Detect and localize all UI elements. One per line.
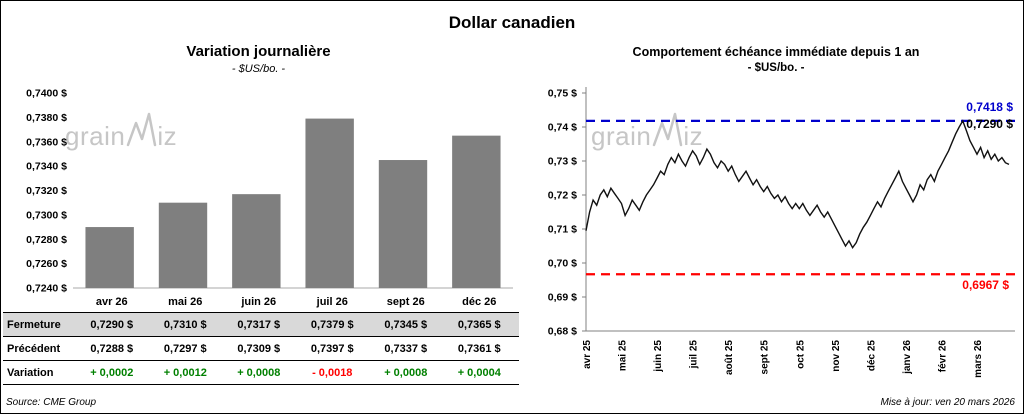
y-tick-label: 0,71 $ xyxy=(548,224,577,236)
price-line xyxy=(585,119,1010,250)
category-label: déc 26 xyxy=(462,296,497,308)
x-tick-label: juin 25 xyxy=(653,340,664,373)
y-tick-label: 0,7240 $ xyxy=(26,283,67,295)
x-tick-label: avr 25 xyxy=(582,340,593,369)
update-date: Mise à jour: ven 20 mars 2026 xyxy=(880,397,1015,408)
table-cell: + 0,0002 xyxy=(90,366,134,379)
watermark-text-before: grain xyxy=(591,121,652,151)
line-chart: 0,68 $ 0,69 $ 0,70 $ 0,71 $ 0,72 $ 0,73 $ 0,74… xyxy=(548,87,1015,378)
row-label: Fermeture xyxy=(7,318,61,331)
table-cell: 0,7379 $ xyxy=(310,318,354,331)
table-cell: 0,7397 $ xyxy=(310,342,354,355)
table-cell: 0,7309 $ xyxy=(237,342,281,355)
table-row-variation: Variation + 0,0002 + 0,0012 + 0,0008 - 0,001… xyxy=(3,361,519,385)
table-row-previous: Précédent 0,7288 $ 0,7297 $ 0,7309 $ 0,7397 … xyxy=(3,337,519,361)
table-cell: + 0,0012 xyxy=(163,366,207,379)
watermark-text-after: iz xyxy=(683,121,704,151)
table-cell: 0,7317 $ xyxy=(237,318,281,331)
category-label: juin 26 xyxy=(241,296,277,308)
x-tick-label: nov 25 xyxy=(831,340,842,372)
y-tick-label: 0,73 $ xyxy=(548,156,577,168)
y-tick-label: 0,74 $ xyxy=(548,122,577,134)
watermark-zigzag-icon xyxy=(127,112,157,147)
min-value-label: 0,6967 $ xyxy=(962,278,1009,292)
watermark-text-before: grain xyxy=(65,121,126,151)
x-tick-label: déc 25 xyxy=(866,340,877,372)
x-tick-label: févr 26 xyxy=(937,340,948,373)
table-cell: 0,7297 $ xyxy=(163,342,207,355)
y-tick-label: 0,7400 $ xyxy=(26,88,67,100)
table-cell: 0,7337 $ xyxy=(384,342,428,355)
table-cell: 0,7288 $ xyxy=(90,342,134,355)
category-label: mai 26 xyxy=(168,296,203,308)
table-row-close: Fermeture 0,7290 $ 0,7310 $ 0,7317 $ 0,7379 … xyxy=(3,312,519,337)
left-chart-subtitle: - $US/bo. - xyxy=(231,63,286,75)
category-label: avr 26 xyxy=(95,296,128,308)
y-tick-label: 0,72 $ xyxy=(548,190,577,202)
table-header-row: avr 26 mai 26 juin 26 juil 26 sept 26 déc 26 xyxy=(3,292,519,312)
last-value-label: 0,7290 $ xyxy=(966,117,1013,131)
source-note: Source: CME Group xyxy=(6,397,97,408)
x-tick-label: août 25 xyxy=(724,340,735,375)
x-tick-label: mai 25 xyxy=(618,340,629,372)
bar xyxy=(85,227,134,288)
table-cell: 0,7345 $ xyxy=(384,318,428,331)
x-tick-label: oct 25 xyxy=(795,340,806,369)
table-cell: 0,7290 $ xyxy=(90,318,134,331)
x-tick-label: juil 25 xyxy=(689,340,700,370)
x-tick-label: janv 26 xyxy=(902,340,913,375)
right-chart-title: Comportement échéance immédiate depuis 1… xyxy=(632,45,920,59)
row-label: Précédent xyxy=(7,342,61,355)
y-tick-label: 0,7260 $ xyxy=(26,258,67,270)
watermark-right: grain iz xyxy=(591,111,703,149)
y-tick-label: 0,7360 $ xyxy=(26,136,67,148)
right-chart-subtitle: - $US/bo. - xyxy=(747,62,805,74)
y-tick-label: 0,7300 $ xyxy=(26,209,67,221)
y-tick-label: 0,7280 $ xyxy=(26,234,67,246)
category-label: juil 26 xyxy=(316,296,348,308)
bar xyxy=(232,194,281,288)
bar xyxy=(452,135,501,288)
table-cell: + 0,0008 xyxy=(384,366,428,379)
y-tick-label: 0,70 $ xyxy=(548,258,577,270)
y-tick-label: 0,7380 $ xyxy=(26,112,67,124)
watermark-text-after: iz xyxy=(157,121,178,151)
row-label: Variation xyxy=(7,366,54,379)
y-tick-label: 0,7340 $ xyxy=(26,161,67,173)
bar-chart: 0,7240 $ 0,7260 $ 0,7280 $ 0,7300 $ 0,7320 $… xyxy=(26,88,513,295)
x-tick-label: sept 25 xyxy=(760,340,771,375)
page-title: Dollar canadien xyxy=(448,13,576,32)
y-tick-label: 0,68 $ xyxy=(548,326,577,338)
table-cell: + 0,0008 xyxy=(237,366,281,379)
y-tick-label: 0,75 $ xyxy=(548,88,577,100)
table-cell: + 0,0004 xyxy=(457,366,501,379)
bar xyxy=(158,202,208,288)
table-cell: 0,7310 $ xyxy=(163,318,207,331)
table-cell: 0,7365 $ xyxy=(457,318,501,331)
x-tick-label: mars 26 xyxy=(973,340,984,378)
bar xyxy=(305,118,354,288)
price-table: avr 26 mai 26 juin 26 juil 26 sept 26 déc 26 F… xyxy=(3,292,519,385)
y-tick-label: 0,69 $ xyxy=(548,292,577,304)
y-tick-label: 0,7320 $ xyxy=(26,185,67,197)
bar xyxy=(378,160,428,288)
table-cell: - 0,0018 xyxy=(312,366,353,379)
left-chart-title: Variation journalière xyxy=(186,43,331,60)
watermark-zigzag-icon xyxy=(653,112,683,147)
category-label: sept 26 xyxy=(386,296,425,308)
table-cell: 0,7361 $ xyxy=(457,342,501,355)
watermark-left: grain iz xyxy=(65,111,177,149)
max-value-label: 0,7418 $ xyxy=(966,100,1013,114)
